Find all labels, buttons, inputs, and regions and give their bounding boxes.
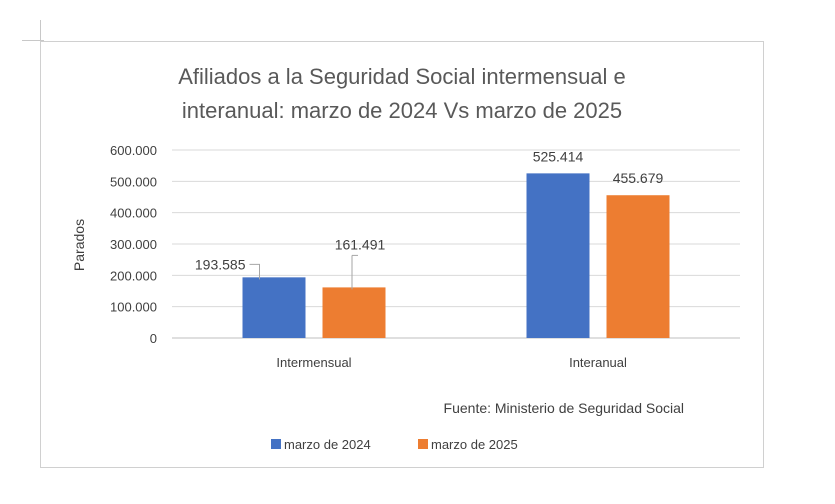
bar-interanual-1 bbox=[606, 195, 670, 338]
y-tick-label: 200.000 bbox=[110, 268, 157, 283]
bar-intermensual-0 bbox=[242, 277, 306, 338]
y-tick-label: 400.000 bbox=[110, 206, 157, 221]
bars: 193.585 161.491 525.414 455.679 bbox=[195, 148, 670, 338]
corner-mark-vertical bbox=[40, 20, 41, 42]
legend-label: marzo de 2025 bbox=[431, 437, 518, 452]
chart-title-line-2: interanual: marzo de 2024 Vs marzo de 20… bbox=[182, 98, 622, 123]
legend-label: marzo de 2024 bbox=[284, 437, 371, 452]
data-label: 525.414 bbox=[533, 148, 584, 164]
bar-interanual-0 bbox=[526, 173, 590, 338]
y-tick-label: 600.000 bbox=[110, 143, 157, 158]
legend-swatch bbox=[271, 439, 281, 449]
legend-swatch bbox=[418, 439, 428, 449]
y-axis-title: Parados bbox=[71, 219, 87, 271]
data-label-leader bbox=[249, 263, 260, 280]
chart-title-line-1: Afiliados a la Seguridad Social intermen… bbox=[178, 64, 626, 89]
y-tick-label: 500.000 bbox=[110, 174, 157, 189]
x-axis-categories: Intermensual Interanual bbox=[276, 355, 627, 370]
x-category-label: Intermensual bbox=[276, 355, 351, 370]
legend: marzo de 2024 marzo de 2025 bbox=[271, 437, 518, 452]
corner-mark-horizontal bbox=[22, 40, 44, 41]
source-annotation: Fuente: Ministerio de Seguridad Social bbox=[444, 400, 684, 416]
y-tick-label: 100.000 bbox=[110, 300, 157, 315]
y-tick-label: 300.000 bbox=[110, 237, 157, 252]
y-tick-label: 0 bbox=[150, 331, 157, 346]
data-label: 161.491 bbox=[335, 236, 386, 252]
data-label: 193.585 bbox=[195, 256, 246, 272]
y-axis-ticks: 0 100.000 200.000 300.000 400.000 500.000 600.… bbox=[110, 143, 157, 346]
bar-intermensual-1 bbox=[322, 287, 386, 338]
x-category-label: Interanual bbox=[569, 355, 627, 370]
data-label: 455.679 bbox=[613, 170, 664, 186]
